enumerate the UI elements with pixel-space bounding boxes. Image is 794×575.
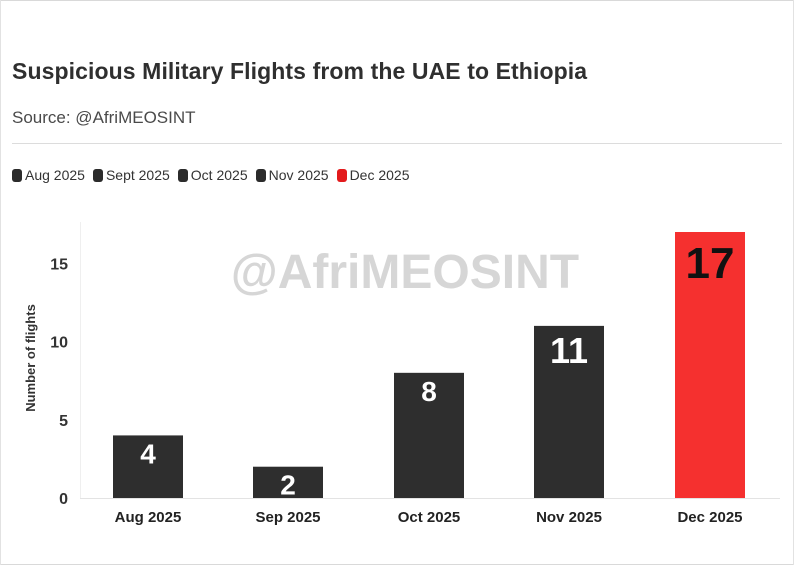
x-tick-label: Sep 2025 bbox=[255, 509, 320, 526]
y-tick-label: 5 bbox=[59, 413, 68, 430]
header-divider bbox=[12, 143, 782, 144]
frame-left-border bbox=[0, 0, 1, 565]
bar bbox=[113, 435, 183, 498]
chart-axes: 0 5 10 15 Aug 2025 Sep 2025 Oct 2025 Nov 2025 De… bbox=[50, 222, 780, 526]
legend-label: Aug 2025 bbox=[25, 167, 85, 183]
frame-bottom-border bbox=[0, 564, 794, 565]
frame-top-border bbox=[0, 0, 794, 1]
legend-label: Nov 2025 bbox=[268, 167, 329, 183]
legend-item-oct[interactable]: Oct 2025 bbox=[177, 167, 248, 183]
legend-item-aug[interactable]: Aug 2025 bbox=[12, 167, 85, 183]
legend-swatch bbox=[12, 168, 22, 182]
legend-swatch bbox=[177, 168, 188, 182]
legend-label: Sept 2025 bbox=[105, 167, 170, 183]
y-tick-label: 10 bbox=[50, 335, 68, 352]
x-tick-label: Aug 2025 bbox=[115, 509, 182, 526]
x-tick-label: Oct 2025 bbox=[398, 509, 461, 526]
x-tick-label: Dec 2025 bbox=[677, 509, 742, 526]
legend-label: Dec 2025 bbox=[349, 167, 410, 183]
x-tick-label: Nov 2025 bbox=[536, 509, 602, 526]
chart-source: Source: @AfriMEOSINT bbox=[12, 108, 196, 127]
bar bbox=[675, 232, 745, 498]
chart-bars: 4 2 8 11 17 bbox=[113, 232, 745, 501]
legend-item-dec[interactable]: Dec 2025 bbox=[336, 167, 410, 183]
bar-value-label: 17 bbox=[686, 239, 735, 288]
legend-item-nov[interactable]: Nov 2025 bbox=[255, 167, 329, 183]
chart-title: Suspicious Military Flights from the UAE… bbox=[12, 58, 588, 84]
legend-swatch bbox=[336, 168, 347, 182]
bar-value-label: 2 bbox=[280, 470, 296, 501]
legend-swatch bbox=[92, 168, 103, 182]
bar-value-label: 11 bbox=[550, 330, 588, 371]
bar bbox=[394, 372, 464, 498]
bar bbox=[534, 325, 604, 498]
bar-value-label: 4 bbox=[140, 438, 156, 469]
bar-value-label: 8 bbox=[421, 376, 437, 407]
y-tick-label: 15 bbox=[50, 256, 68, 273]
chart-legend: Aug 2025 Sept 2025 Oct 2025 Nov 2025 Dec… bbox=[12, 167, 410, 183]
y-axis-label: Number of flights bbox=[23, 304, 38, 412]
legend-swatch bbox=[255, 168, 266, 182]
watermark-text: @AfriMEOSINT bbox=[231, 246, 579, 299]
bar bbox=[253, 466, 323, 498]
y-tick-label: 0 bbox=[59, 491, 68, 508]
legend-item-sept[interactable]: Sept 2025 bbox=[92, 167, 170, 183]
legend-label: Oct 2025 bbox=[190, 167, 248, 183]
